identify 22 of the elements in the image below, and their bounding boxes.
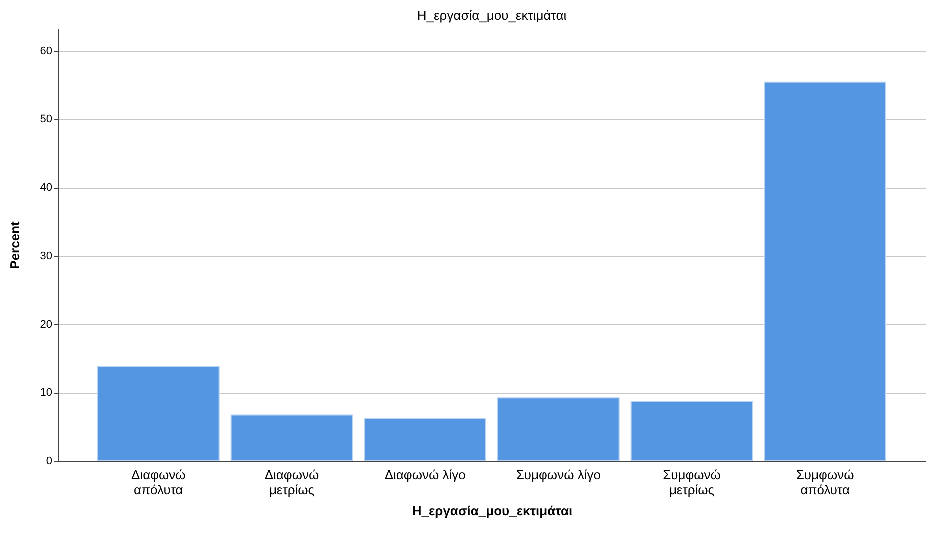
bar [230, 414, 354, 462]
y-axis-title: Percent [7, 220, 22, 270]
x-tick-label: Διαφωνώ απόλυτα [132, 468, 186, 498]
y-tick-label: 10 [40, 387, 52, 400]
x-tick-label: Συμφωνώ μετρίως [663, 468, 721, 498]
y-tick-label: 30 [40, 250, 52, 262]
y-tick-label: 60 [40, 45, 52, 58]
x-tick-label: Διαφωνώ μετρίως [264, 468, 320, 498]
bar [364, 418, 486, 462]
bar [98, 366, 220, 462]
y-tick-label: 0 [46, 456, 52, 468]
bar [630, 401, 754, 462]
x-tick-label: Συμφωνώ απόλυτα [796, 468, 854, 498]
chart-title: Η_εργασία_μου_εκτιμάται [417, 8, 567, 23]
y-tick-label: 20 [40, 318, 52, 331]
x-tick-label: Συμφωνώ λίγο [516, 468, 601, 482]
y-tick-label: 40 [40, 182, 52, 194]
x-tick-label: Διαφωνώ λίγο [384, 468, 466, 482]
x-axis-title: Η_εργασία_μου_εκτιμάται [412, 504, 574, 518]
bar [764, 82, 886, 462]
y-tick-label: 50 [40, 114, 52, 126]
bar [498, 398, 620, 462]
